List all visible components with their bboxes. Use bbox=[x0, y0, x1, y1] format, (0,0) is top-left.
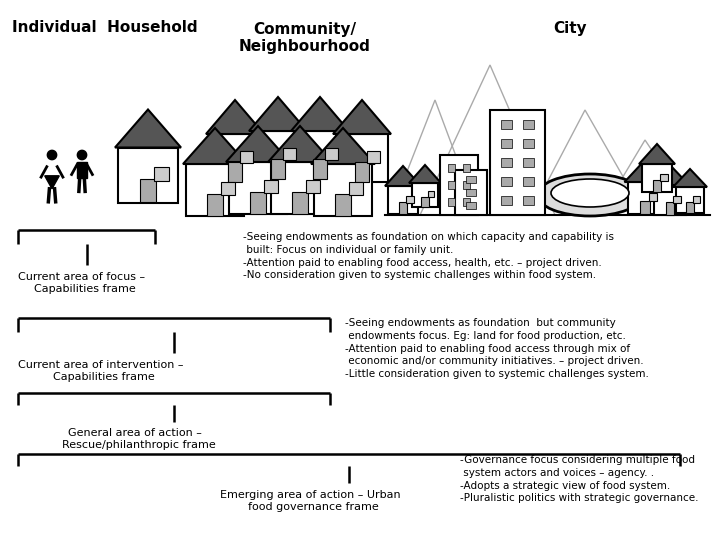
Bar bbox=[455, 170, 487, 215]
Text: -Seeing endowments as foundation on which capacity and capability is
 built: Foc: -Seeing endowments as foundation on whic… bbox=[243, 232, 614, 280]
Bar bbox=[314, 164, 372, 216]
Bar bbox=[463, 181, 470, 190]
Bar bbox=[428, 191, 434, 198]
Bar bbox=[229, 162, 287, 214]
Polygon shape bbox=[651, 165, 689, 185]
Bar bbox=[653, 180, 661, 192]
Polygon shape bbox=[291, 97, 349, 131]
Bar bbox=[523, 119, 534, 129]
Bar bbox=[77, 161, 86, 178]
Bar bbox=[312, 159, 328, 179]
Polygon shape bbox=[385, 166, 421, 186]
Bar bbox=[466, 177, 477, 183]
Bar bbox=[660, 174, 667, 181]
Polygon shape bbox=[311, 128, 375, 164]
Bar bbox=[501, 139, 512, 148]
Polygon shape bbox=[45, 176, 59, 189]
Polygon shape bbox=[409, 165, 441, 183]
Polygon shape bbox=[226, 126, 290, 162]
Text: Community/
Neighbourhood: Community/ Neighbourhood bbox=[239, 22, 371, 55]
Bar bbox=[640, 200, 650, 214]
Bar bbox=[501, 177, 512, 186]
Text: Emerging area of action – Urban
  food governance frame: Emerging area of action – Urban food gov… bbox=[220, 490, 400, 511]
Polygon shape bbox=[249, 97, 307, 131]
Text: -Seeing endowments as foundation  but community
 endowments focus. Eg: land for : -Seeing endowments as foundation but com… bbox=[345, 318, 649, 379]
Bar bbox=[118, 147, 178, 202]
Bar bbox=[271, 162, 329, 214]
Circle shape bbox=[77, 150, 86, 160]
Bar bbox=[463, 198, 470, 206]
Text: Current area of intervention –
  Capabilities frame: Current area of intervention – Capabilit… bbox=[18, 360, 184, 382]
Bar bbox=[348, 182, 364, 195]
Bar bbox=[523, 196, 534, 205]
Polygon shape bbox=[624, 160, 665, 182]
Polygon shape bbox=[183, 128, 247, 164]
Bar bbox=[463, 164, 470, 172]
Bar bbox=[388, 186, 418, 214]
Bar bbox=[252, 131, 304, 179]
Bar bbox=[642, 164, 672, 192]
Polygon shape bbox=[268, 126, 332, 162]
Bar bbox=[501, 158, 512, 167]
Bar bbox=[523, 158, 534, 167]
Bar bbox=[673, 195, 681, 203]
Bar bbox=[250, 192, 266, 214]
Text: City: City bbox=[553, 21, 587, 36]
Text: -Governance focus considering multiple food
 system actors and voices – agency. : -Governance focus considering multiple f… bbox=[460, 455, 698, 503]
Bar bbox=[523, 139, 534, 148]
Bar bbox=[523, 177, 534, 186]
Bar bbox=[325, 148, 338, 160]
Bar bbox=[140, 179, 156, 202]
Text: Current area of focus –
  Capabilities frame: Current area of focus – Capabilities fra… bbox=[18, 272, 145, 294]
Bar bbox=[294, 131, 346, 179]
Bar bbox=[676, 187, 704, 213]
Bar bbox=[466, 202, 477, 208]
Bar bbox=[693, 196, 700, 202]
Bar bbox=[292, 192, 308, 214]
Bar bbox=[240, 151, 253, 163]
Polygon shape bbox=[115, 110, 181, 147]
Bar bbox=[228, 162, 242, 182]
Bar bbox=[271, 159, 285, 179]
Bar bbox=[355, 162, 369, 182]
Bar bbox=[501, 119, 512, 129]
Bar bbox=[207, 194, 223, 216]
Bar bbox=[406, 196, 413, 203]
Polygon shape bbox=[333, 100, 391, 134]
Bar bbox=[421, 197, 428, 207]
Bar bbox=[209, 134, 261, 182]
Bar bbox=[335, 194, 351, 216]
Bar bbox=[440, 155, 478, 215]
Bar bbox=[628, 182, 662, 214]
Bar bbox=[221, 182, 235, 195]
Bar bbox=[367, 151, 380, 163]
Circle shape bbox=[48, 150, 57, 160]
Bar bbox=[665, 202, 675, 215]
Bar bbox=[154, 167, 169, 180]
Polygon shape bbox=[673, 169, 707, 187]
Bar bbox=[448, 181, 455, 190]
Ellipse shape bbox=[551, 179, 629, 207]
Bar bbox=[654, 185, 686, 215]
Bar bbox=[399, 202, 408, 214]
Polygon shape bbox=[206, 100, 264, 134]
Bar bbox=[649, 193, 657, 201]
Bar bbox=[448, 198, 455, 206]
Text: General area of action –
  Rescue/philanthropic frame: General area of action – Rescue/philanth… bbox=[55, 428, 215, 450]
Bar bbox=[306, 180, 320, 193]
Bar bbox=[490, 110, 545, 215]
Text: Individual  Household: Individual Household bbox=[12, 21, 198, 36]
Ellipse shape bbox=[538, 174, 642, 216]
Bar bbox=[283, 148, 296, 160]
Bar bbox=[186, 164, 244, 216]
Bar bbox=[501, 196, 512, 205]
Bar bbox=[264, 180, 279, 193]
Bar bbox=[412, 183, 438, 207]
Bar bbox=[336, 134, 388, 182]
Bar bbox=[448, 164, 455, 172]
Polygon shape bbox=[639, 144, 675, 164]
Bar bbox=[686, 202, 694, 213]
Bar bbox=[466, 190, 477, 195]
